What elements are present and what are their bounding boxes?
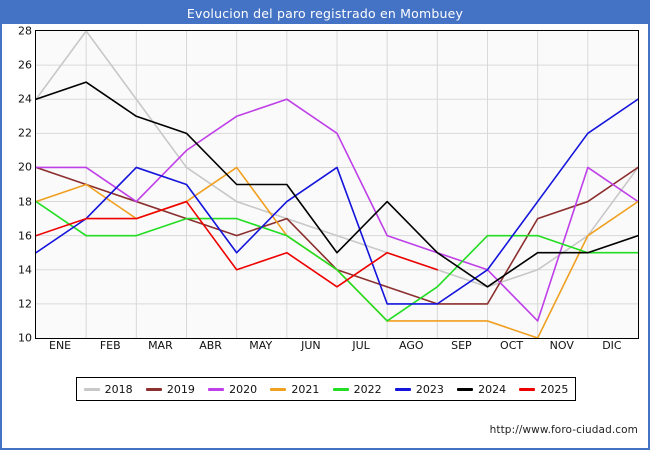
legend-swatch-icon: [208, 387, 225, 391]
legend-label: 2021: [291, 382, 320, 396]
legend-swatch-icon: [145, 387, 162, 391]
y-axis-tick-label: 26: [18, 58, 32, 72]
series-line-2024: [36, 81, 638, 288]
y-axis-tick-label: 14: [18, 263, 32, 277]
x-axis-tick-label-abr: ABR: [199, 339, 222, 352]
x-axis-tick-label-mar: MAR: [148, 339, 173, 352]
series-line-2022: [36, 200, 638, 322]
x-axis-tick-label-may: MAY: [249, 339, 273, 352]
page-title: Evolucion del paro registrado en Mombuey: [186, 5, 464, 21]
x-axis-tick-label-jul: JUL: [352, 339, 370, 352]
x-axis-ticks: ENE FEB MAR ABR MAY JUN JUL AGO SEP OCT NOV DIC: [35, 339, 639, 359]
plot-area: [35, 30, 639, 339]
x-axis-tick-label-sep: SEP: [451, 339, 472, 352]
legend-label: 2020: [229, 382, 258, 396]
x-axis-tick-label-nov: NOV: [549, 339, 574, 352]
y-axis-tick-label: 24: [18, 92, 32, 106]
y-axis-tick-label: 20: [18, 160, 32, 174]
chart-legend: 2018 2019 2020 2021 2022 2023 2024 2025: [76, 377, 576, 401]
legend-item-2020[interactable]: 2020: [208, 383, 257, 396]
y-axis-tick-label: 28: [18, 24, 32, 38]
series-line-2023: [36, 98, 638, 305]
legend-item-2021[interactable]: 2021: [270, 383, 319, 396]
legend-label: 2025: [540, 382, 569, 396]
legend-label: 2023: [415, 382, 444, 396]
legend-swatch-icon: [83, 387, 100, 391]
y-axis-tick-label: 18: [18, 195, 32, 209]
series-line-2020: [36, 98, 638, 322]
x-axis-tick-label-dic: DIC: [602, 339, 622, 352]
legend-swatch-icon: [394, 387, 411, 391]
legend-label: 2024: [478, 382, 507, 396]
legend-item-2022[interactable]: 2022: [332, 382, 382, 396]
legend-item-2019[interactable]: 2019: [145, 382, 195, 396]
x-axis-tick-label-ago: AGO: [398, 339, 424, 352]
legend-item-2018[interactable]: 2018: [83, 382, 133, 396]
x-axis-tick-label-feb: FEB: [99, 339, 121, 352]
legend-item-2025[interactable]: 2025: [519, 383, 568, 396]
legend-swatch-icon: [457, 387, 474, 391]
legend-label: 2018: [104, 382, 133, 396]
legend-swatch-icon: [332, 387, 349, 391]
window-title-bar: Evolucion del paro registrado en Mombuey: [2, 2, 648, 24]
y-axis-tick-label: 12: [18, 297, 32, 311]
y-axis-tick-label: 16: [18, 229, 32, 243]
legend-item-2024[interactable]: 2024: [457, 383, 506, 396]
chart-region: 10 12 14 16 18 20 22 24 26 28 ENE FEB MAR ABR MAY JUN J…: [2, 24, 648, 448]
x-axis-tick-label-ene: ENE: [49, 339, 72, 352]
series-line-2025: [36, 200, 439, 288]
legend-swatch-icon: [519, 387, 536, 391]
legend-label: 2022: [353, 382, 382, 396]
legend-swatch-icon: [270, 387, 287, 391]
legend-label: 2019: [166, 382, 195, 396]
x-axis-tick-label-jun: JUN: [301, 339, 321, 352]
y-axis-tick-label: 22: [18, 126, 32, 140]
line-chart-svg: [36, 31, 638, 338]
y-axis-tick-label: 10: [18, 331, 32, 345]
legend-item-2023[interactable]: 2023: [394, 382, 444, 396]
x-axis-tick-label-oct: OCT: [500, 339, 524, 352]
y-axis-ticks: 10 12 14 16 18 20 22 24 26 28: [2, 25, 32, 345]
source-url: http://www.foro-ciudad.com: [489, 424, 638, 436]
series-line-2018: [36, 31, 638, 288]
